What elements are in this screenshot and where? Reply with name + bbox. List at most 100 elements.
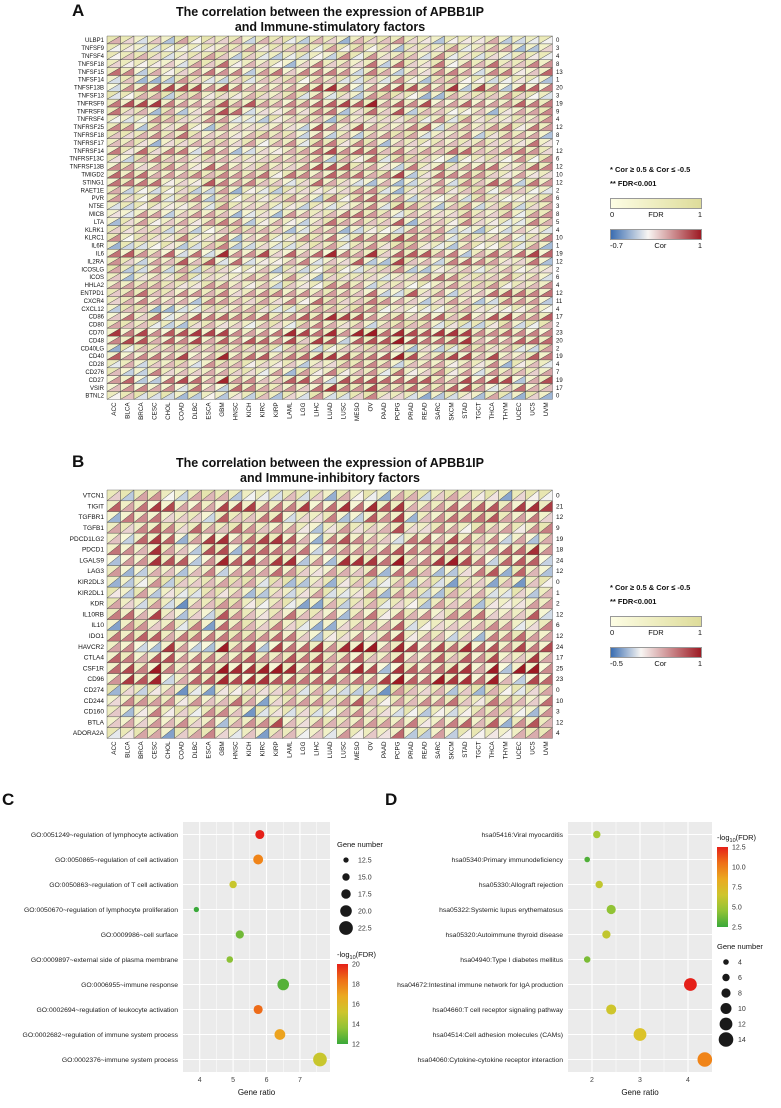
cancer-type-label: LIHC [313,741,320,756]
term-label: hsa04514:Cell adhesion molecules (CAMs) [433,1032,563,1039]
cor-colorbar [610,229,702,240]
gene-label: IL10RB [82,611,104,618]
data-point [226,956,234,963]
gene-label: CD86 [89,315,105,321]
cancer-type-label: SKCM [448,402,455,420]
gene-label: NT5E [89,204,104,210]
gene-label: LGALS9 [79,557,104,564]
gene-label: TNFSF9 [81,46,104,52]
panel-b-legend: * Cor ≥ 0.5 & Cor ≤ -0.5 ** FDR<0.001 0 … [610,583,702,668]
significant-count: 12 [556,180,563,186]
significant-count: 8 [556,133,560,139]
x-tick-label: 5 [231,1077,235,1084]
cancer-type-label: PCPG [394,402,401,420]
significant-count: 3 [556,204,560,210]
fdr-colorbar [610,198,702,209]
significant-count: 2 [556,323,560,329]
cancer-type-label: LGG [300,402,307,415]
significant-count: 18 [556,547,564,554]
size-legend-value: 14 [738,1037,746,1044]
significant-count: 0 [556,493,560,500]
significant-count: 23 [556,330,563,336]
significant-count: 5 [556,220,560,226]
significant-count: 6 [556,196,560,202]
significant-count: 1 [556,244,560,250]
term-label: GO:0050670~regulation of lymphocyte prol… [24,907,178,914]
term-label: GO:0051249~regulation of lymphocyte acti… [31,832,178,839]
gene-label: HAVCR2 [78,644,104,651]
x-tick-label: 2 [590,1077,594,1084]
cor-label: Cor [654,659,667,668]
color-legend-tick: 5.0 [732,904,742,911]
significant-count: 12 [556,291,563,297]
gene-label: CD96 [87,676,104,683]
cancer-type-label: LUSC [340,741,347,758]
color-legend-tick: 2.5 [732,924,742,931]
significant-count: 7 [556,141,560,147]
gene-label: VSIR [90,386,105,392]
cancer-type-label: SARC [435,402,442,420]
term-label: GO:0009986~cell surface [101,932,178,939]
data-point [633,1028,647,1041]
significant-count: 3 [556,93,560,99]
significant-count: 11 [556,299,563,305]
color-legend-tick: 7.5 [732,884,742,891]
gene-label: TNFSF4 [81,54,104,60]
cancer-type-label: TGCT [475,402,482,419]
significant-count: 17 [556,655,564,662]
significant-count: 12 [556,149,563,155]
significant-count: 12 [556,125,563,131]
data-point [584,856,590,863]
gene-label: TNFRSF25 [74,125,105,131]
data-point [697,1052,713,1067]
term-label: GO:0050863~regulation of T cell activati… [49,882,178,889]
significant-count: 12 [556,611,564,618]
significant-count: 12 [556,719,564,726]
size-legend-dot [718,1032,734,1047]
gene-label: TIGIT [87,503,104,510]
term-label: GO:0002694~regulation of leukocyte activ… [36,1007,178,1014]
cancer-type-label: PRAD [408,741,415,759]
x-tick-label: 3 [638,1077,642,1084]
significant-count: 6 [556,157,560,163]
gene-label: TNFRSF13C [69,157,104,163]
data-point [313,1052,327,1067]
size-legend-value: 15.0 [358,874,372,881]
color-legend-title: -log10(FDR) [337,950,377,961]
gene-label: TNFSF14 [78,78,105,84]
gene-label: PDCD1LG2 [70,536,105,543]
data-point [277,978,290,991]
gene-label: CD274 [84,687,105,694]
cancer-type-label: CESC [151,741,158,759]
size-legend-value: 20.0 [358,908,372,915]
size-legend-title: Gene number [717,942,763,951]
panel-b-title-line2: and Immune-inhibitory factors [240,471,420,485]
significant-count: 9 [556,109,560,115]
significant-count: 3 [556,46,560,52]
significant-count: 17 [556,386,563,392]
cancer-type-label: THYM [502,741,509,759]
term-label: GO:0009897~external side of plasma membr… [31,957,178,964]
gene-label: KDR [90,601,104,608]
fdr-colorbar-labels: 0 FDR 1 [610,628,702,637]
cancer-type-label: UCEC [516,402,523,420]
size-legend-dot [719,1017,733,1031]
cancer-type-label: THCA [489,402,496,420]
gene-label: IL10 [91,622,104,629]
significant-count: 2 [556,267,560,273]
term-label: GO:0002376~immune system process [62,1057,179,1064]
size-legend-value: 6 [738,975,742,982]
significant-count: 19 [556,251,563,257]
gene-label: CD28 [89,362,105,368]
cor-max-label: 1 [697,241,702,250]
significant-count: 4 [556,307,560,313]
term-label: GO:0002682~regulation of immune system p… [23,1032,179,1039]
significant-count: 24 [556,557,564,564]
significance-note-fdr: ** FDR<0.001 [610,597,657,606]
gene-label: CD244 [84,698,105,705]
cor-colorbar-labels: -0.5 Cor 1 [610,659,702,668]
significance-note-fdr: ** FDR<0.001 [610,179,657,188]
cancer-type-label: MESO [354,402,361,421]
gene-label: LTA [94,220,104,226]
